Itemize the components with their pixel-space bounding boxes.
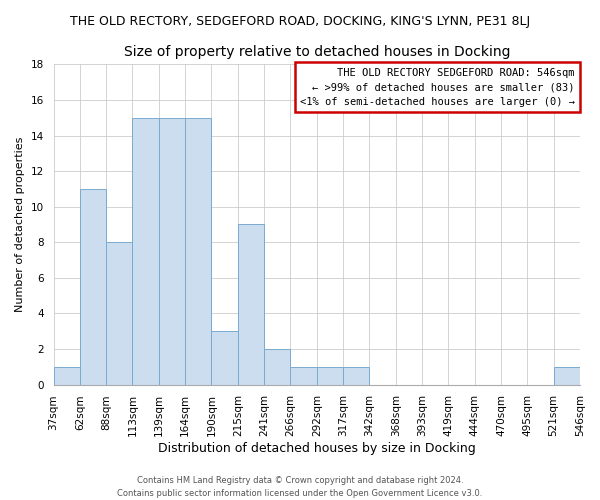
Text: THE OLD RECTORY, SEDGEFORD ROAD, DOCKING, KING'S LYNN, PE31 8LJ: THE OLD RECTORY, SEDGEFORD ROAD, DOCKING… <box>70 15 530 28</box>
Bar <box>80 189 106 384</box>
Text: THE OLD RECTORY SEDGEFORD ROAD: 546sqm
← >99% of detached houses are smaller (83: THE OLD RECTORY SEDGEFORD ROAD: 546sqm ←… <box>300 68 575 107</box>
Title: Size of property relative to detached houses in Docking: Size of property relative to detached ho… <box>124 45 510 59</box>
Y-axis label: Number of detached properties: Number of detached properties <box>15 137 25 312</box>
Bar <box>238 224 264 384</box>
Bar <box>264 349 290 384</box>
Bar <box>554 367 580 384</box>
X-axis label: Distribution of detached houses by size in Docking: Distribution of detached houses by size … <box>158 442 476 455</box>
Bar <box>133 118 159 384</box>
Bar <box>159 118 185 384</box>
Bar <box>185 118 211 384</box>
Bar <box>211 331 238 384</box>
Bar <box>53 367 80 384</box>
Bar <box>106 242 133 384</box>
Bar <box>317 367 343 384</box>
Text: Contains HM Land Registry data © Crown copyright and database right 2024.
Contai: Contains HM Land Registry data © Crown c… <box>118 476 482 498</box>
Bar <box>343 367 370 384</box>
Bar <box>290 367 317 384</box>
